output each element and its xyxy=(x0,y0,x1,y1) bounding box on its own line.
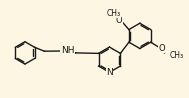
Text: NH: NH xyxy=(61,46,74,55)
Text: O: O xyxy=(116,16,122,25)
Text: CH₃: CH₃ xyxy=(106,9,120,18)
Text: O: O xyxy=(158,44,165,53)
Text: N: N xyxy=(106,68,113,77)
Text: CH₃: CH₃ xyxy=(169,51,183,60)
